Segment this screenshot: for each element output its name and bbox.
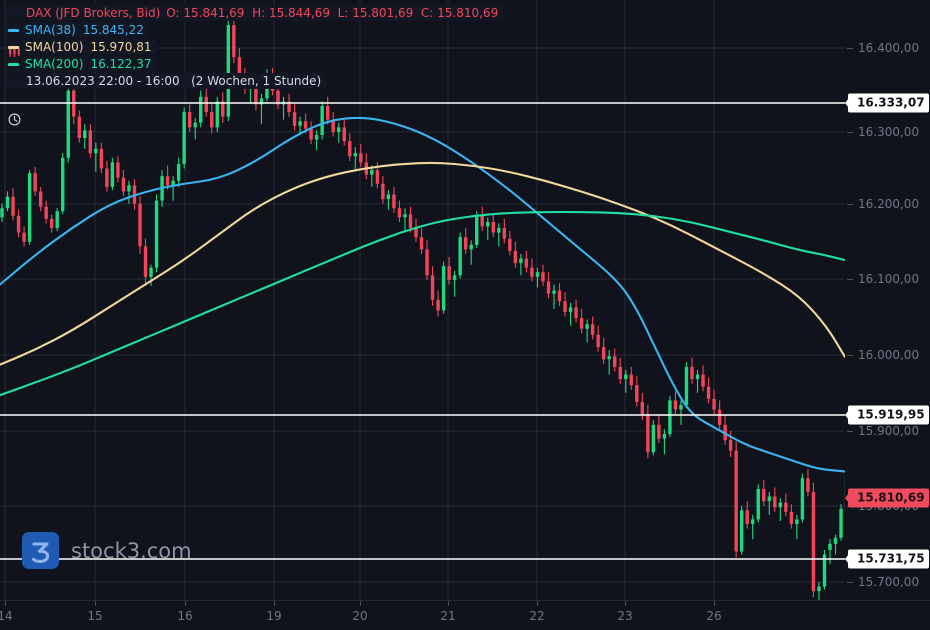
time-tick-label: 16 bbox=[177, 609, 193, 623]
candlestick-chart-svg bbox=[0, 0, 845, 600]
time-tick-label: 26 bbox=[706, 609, 722, 623]
time-tick-label: 14 bbox=[0, 609, 13, 623]
legend-ohlc-values: O: 15.841,69 H: 15.844,69 L: 15.801,69 C… bbox=[166, 6, 499, 20]
price-tick-label: 16.000,00 bbox=[858, 348, 920, 362]
chart-gridlines bbox=[0, 0, 845, 600]
clock-icon bbox=[8, 75, 21, 125]
price-level-badge[interactable]: 16.333,07 bbox=[848, 93, 929, 113]
price-tick-mark bbox=[847, 279, 853, 280]
price-tick-mark bbox=[847, 582, 853, 583]
price-tick-label: 15.900,00 bbox=[858, 424, 920, 438]
stock3-logo-icon bbox=[22, 532, 59, 569]
legend-sma100-row[interactable]: SMA(100) 15.970,81 bbox=[6, 39, 157, 55]
legend-sma38-value: 15.845,22 bbox=[82, 23, 144, 37]
legend-sma38-row[interactable]: SMA(38) 15.845,22 bbox=[6, 22, 149, 38]
time-axis[interactable]: 14 15 16 19 20 21 22 23 26 bbox=[0, 600, 930, 630]
time-tick-label: 15 bbox=[87, 609, 103, 623]
legend-instrument-row[interactable]: DAX (JFD Brokers, Bid) O: 15.841,69 H: 1… bbox=[6, 5, 504, 57]
line-dash-icon bbox=[8, 62, 19, 66]
price-tick-mark bbox=[847, 48, 853, 49]
time-tick-mark bbox=[448, 601, 449, 606]
price-tick-label: 16.400,00 bbox=[858, 41, 920, 55]
time-tick-label: 20 bbox=[352, 609, 368, 623]
time-tick-mark bbox=[714, 601, 715, 606]
current-price-badge[interactable]: 15.810,69 bbox=[848, 488, 929, 508]
price-tick-mark bbox=[847, 132, 853, 133]
legend-timerange-label: 13.06.2023 22:00 - 16:00 (2 Wochen, 1 St… bbox=[26, 74, 322, 88]
price-tick-mark bbox=[847, 204, 853, 205]
time-tick-label: 22 bbox=[529, 609, 545, 623]
time-tick-mark bbox=[95, 601, 96, 606]
price-tick-mark bbox=[847, 355, 853, 356]
legend-timerange-row[interactable]: 13.06.2023 22:00 - 16:00 (2 Wochen, 1 St… bbox=[6, 73, 327, 125]
legend-instrument-label: DAX (JFD Brokers, Bid) bbox=[26, 6, 161, 20]
price-tick-label: 15.700,00 bbox=[858, 575, 920, 589]
legend-sma100-label: SMA(100) bbox=[25, 40, 84, 54]
time-tick-mark bbox=[537, 601, 538, 606]
legend-sma200-row[interactable]: SMA(200) 16.122,37 bbox=[6, 56, 157, 72]
line-dash-icon bbox=[8, 45, 19, 49]
watermark: stock3.com bbox=[22, 532, 192, 569]
price-tick-label: 16.300,00 bbox=[858, 125, 920, 139]
chart-legend: DAX (JFD Brokers, Bid) O: 15.841,69 H: 1… bbox=[6, 5, 504, 125]
time-tick-mark bbox=[360, 601, 361, 606]
candlestick-icon bbox=[8, 7, 21, 57]
price-level-badge[interactable]: 15.731,75 bbox=[848, 549, 929, 569]
legend-sma38-label: SMA(38) bbox=[25, 23, 76, 37]
sma-line-38 bbox=[0, 116, 845, 473]
chart-plot-area[interactable] bbox=[0, 0, 845, 600]
time-tick-label: 19 bbox=[266, 609, 282, 623]
price-tick-label: 16.100,00 bbox=[858, 272, 920, 286]
legend-sma100-value: 15.970,81 bbox=[90, 40, 152, 54]
price-axis[interactable]: 16.400,00 16.300,00 16.200,00 16.100,00 16.0… bbox=[845, 0, 930, 600]
sma-line-200 bbox=[0, 210, 845, 397]
legend-sma200-value: 16.122,37 bbox=[90, 57, 152, 71]
price-tick-mark bbox=[847, 431, 853, 432]
line-dash-icon bbox=[8, 28, 19, 32]
sma-line-100 bbox=[0, 161, 845, 366]
legend-sma200-label: SMA(200) bbox=[25, 57, 84, 71]
price-tick-label: 16.200,00 bbox=[858, 197, 920, 211]
watermark-text: stock3.com bbox=[71, 538, 192, 563]
time-tick-mark bbox=[625, 601, 626, 606]
time-tick-mark bbox=[274, 601, 275, 606]
time-tick-label: 21 bbox=[440, 609, 456, 623]
time-tick-label: 23 bbox=[617, 609, 633, 623]
time-tick-mark bbox=[5, 601, 6, 606]
time-tick-mark bbox=[185, 601, 186, 606]
price-level-badge[interactable]: 15.919,95 bbox=[848, 405, 929, 425]
